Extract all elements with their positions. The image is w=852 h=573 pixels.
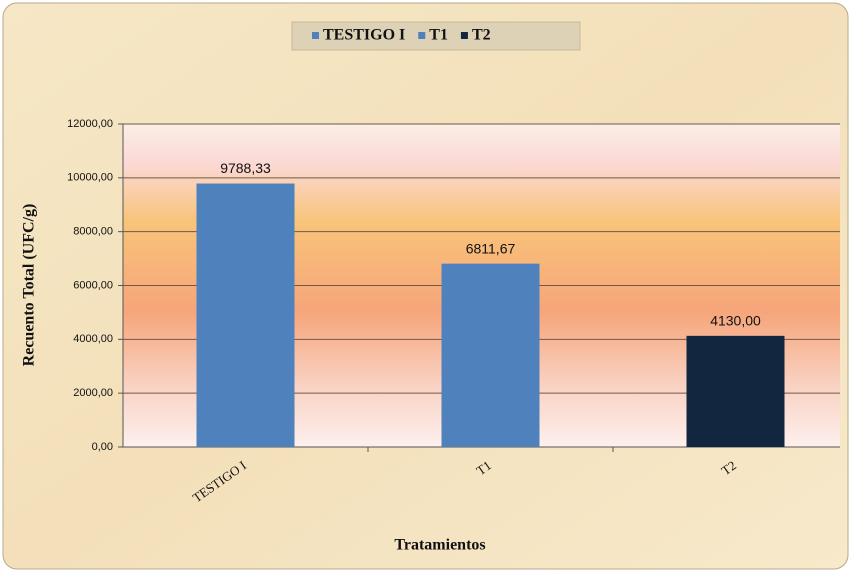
y-tick-label: 10000,00 [67, 172, 113, 184]
y-tick-label: 6000,00 [73, 279, 113, 291]
y-axis-title: Recuento Total (UFC/g) [21, 204, 38, 367]
value-label: 4130,00 [710, 313, 761, 329]
y-tick-label: 12000,00 [67, 118, 113, 130]
legend-swatch [460, 32, 468, 39]
y-tick-label: 8000,00 [73, 226, 113, 238]
x-tick-label: T1 [473, 458, 493, 479]
x-axis-title: Tratamientos [394, 537, 485, 554]
y-tick-label: 0,00 [92, 441, 113, 453]
bar [196, 183, 295, 448]
x-tick-label: T2 [718, 458, 738, 479]
y-tick-label: 2000,00 [73, 387, 113, 399]
legend-label: T2 [472, 27, 491, 44]
value-label: 9788,33 [220, 160, 271, 176]
value-label: 6811,67 [466, 240, 516, 256]
legend-swatch [312, 32, 319, 39]
legend-swatch [418, 32, 426, 39]
bar [441, 263, 540, 447]
legend-label: T1 [429, 27, 448, 44]
bar [686, 335, 785, 447]
legend-label: TESTIGO I [323, 27, 405, 44]
legend-box [291, 21, 581, 51]
y-tick-label: 4000,00 [73, 333, 113, 345]
